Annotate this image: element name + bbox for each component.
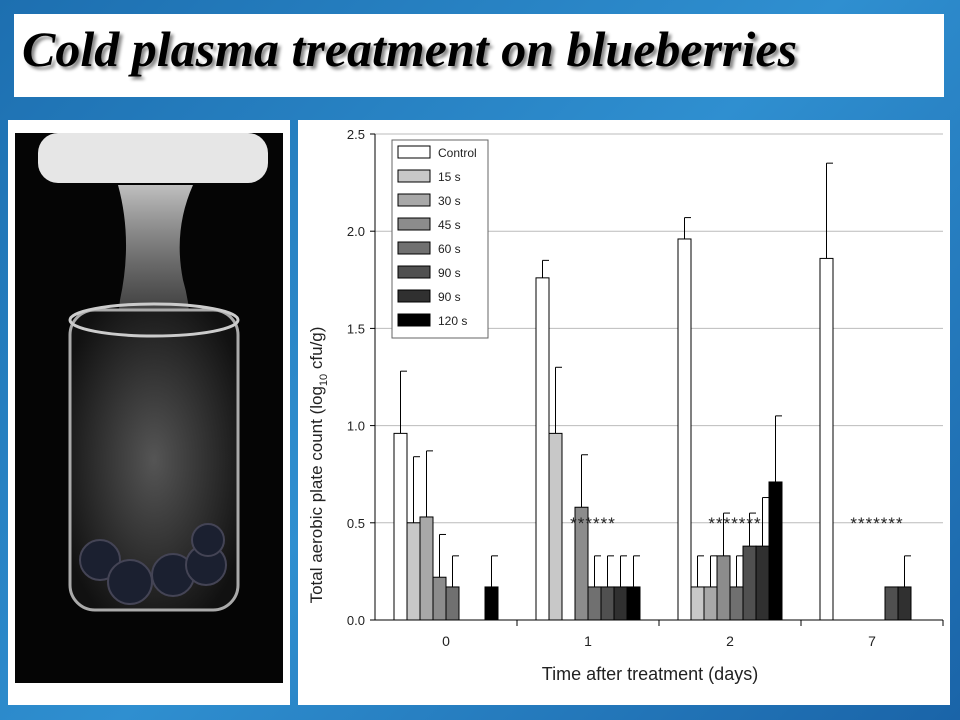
- y-tick-label: 1.0: [347, 419, 365, 434]
- bar: [406, 522, 421, 621]
- x-tick-label: 2: [726, 633, 734, 649]
- y-axis-label-end: cfu/g): [307, 327, 326, 374]
- bar: [587, 586, 602, 621]
- y-tick-label: 0.5: [347, 516, 365, 531]
- blueberries: [79, 523, 227, 605]
- legend-swatch: [397, 241, 431, 255]
- legend-swatch: [397, 193, 431, 207]
- legend-swatch: [397, 169, 431, 183]
- legend-label: 30 s: [438, 194, 461, 208]
- bar: [626, 586, 641, 621]
- bar: [419, 516, 434, 621]
- bar: [729, 586, 744, 621]
- y-tick-label: 0.0: [347, 613, 365, 628]
- significance-mark: *******: [708, 514, 761, 533]
- x-tick-label: 1: [584, 633, 592, 649]
- significance-mark: *******: [850, 514, 903, 533]
- bar: [393, 432, 408, 621]
- bar: [535, 277, 550, 621]
- bar: [690, 586, 705, 621]
- bar: [742, 545, 757, 621]
- bar: [819, 257, 834, 621]
- y-axis-label: Total aerobic plate count (log10 cfu/g): [307, 327, 330, 604]
- legend-swatch: [397, 217, 431, 231]
- y-tick-label: 2.5: [347, 127, 365, 142]
- bar: [703, 586, 718, 621]
- bar: [613, 586, 628, 621]
- x-axis-label: Time after treatment (days): [542, 664, 758, 684]
- x-tick-label: 7: [868, 633, 876, 649]
- x-tick-label: 0: [442, 633, 450, 649]
- title-box: Cold plasma treatment on blueberries: [14, 14, 944, 97]
- legend-swatch: [397, 265, 431, 279]
- legend-label: 120 s: [438, 314, 467, 328]
- legend-label: 60 s: [438, 242, 461, 256]
- bar: [677, 238, 692, 621]
- bar: [897, 586, 912, 621]
- legend-swatch: [397, 313, 431, 327]
- y-axis-label-sub: 10: [318, 374, 330, 386]
- y-tick-label: 2.0: [347, 224, 365, 239]
- y-tick-label: 1.5: [347, 321, 365, 336]
- legend-swatch: [397, 145, 431, 159]
- y-axis-label-main: Total aerobic plate count (log: [307, 386, 326, 603]
- legend-swatch: [397, 289, 431, 303]
- photo-panel: [8, 120, 290, 705]
- bar: [432, 576, 447, 621]
- bar: [768, 481, 783, 621]
- photo: [15, 133, 283, 683]
- bar: [716, 555, 731, 621]
- bar: [445, 586, 460, 621]
- nozzle: [38, 133, 268, 183]
- legend-label: 90 s: [438, 266, 461, 280]
- jar-rim: [68, 302, 240, 338]
- chart: Total aerobic plate count (log10 cfu/g) …: [298, 120, 950, 705]
- bar: [484, 586, 499, 621]
- legend-label: 15 s: [438, 170, 461, 184]
- legend-label: Control: [438, 146, 477, 160]
- significance-mark: ******: [570, 514, 616, 533]
- bar: [600, 586, 615, 621]
- slide-title: Cold plasma treatment on blueberries: [22, 21, 798, 77]
- bar: [755, 545, 770, 621]
- legend-label: 45 s: [438, 218, 461, 232]
- bar: [884, 586, 899, 621]
- bar: [548, 432, 563, 621]
- legend-label: 90 s: [438, 290, 461, 304]
